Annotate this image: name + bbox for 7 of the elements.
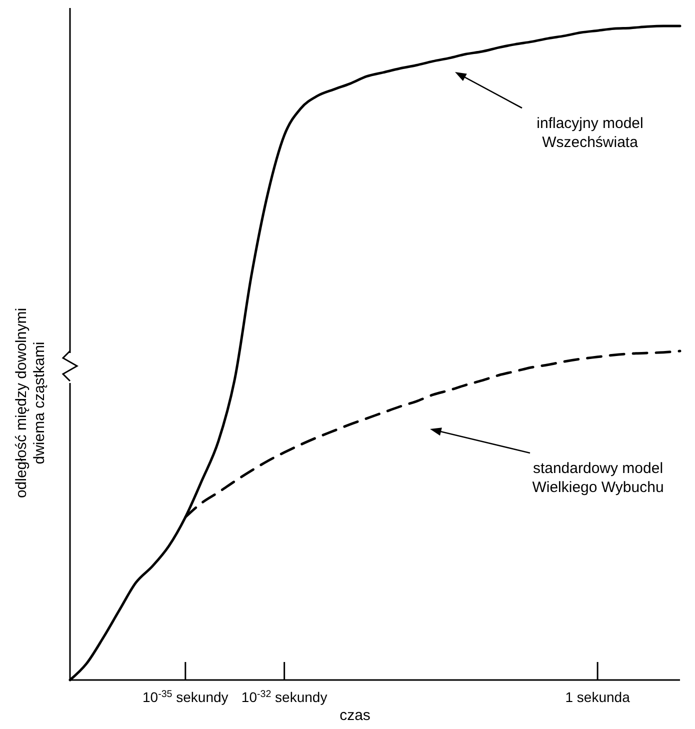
annotation: standardowy model Wielkiego Wybuchu [532,460,664,496]
x-tick-label: 1 sekunda [565,689,630,705]
x-tick-label: 10$^{-35}$ sekundy [142,688,228,705]
x-tick-label: 10$^{-32}$ sekundy [241,688,328,705]
x-axis-title: czas [340,707,370,724]
annotation: inflacyjny model Wszechświata [536,115,644,151]
y-axis-title: odległość między dowolnymi dwiema cząstkami [13,308,48,498]
